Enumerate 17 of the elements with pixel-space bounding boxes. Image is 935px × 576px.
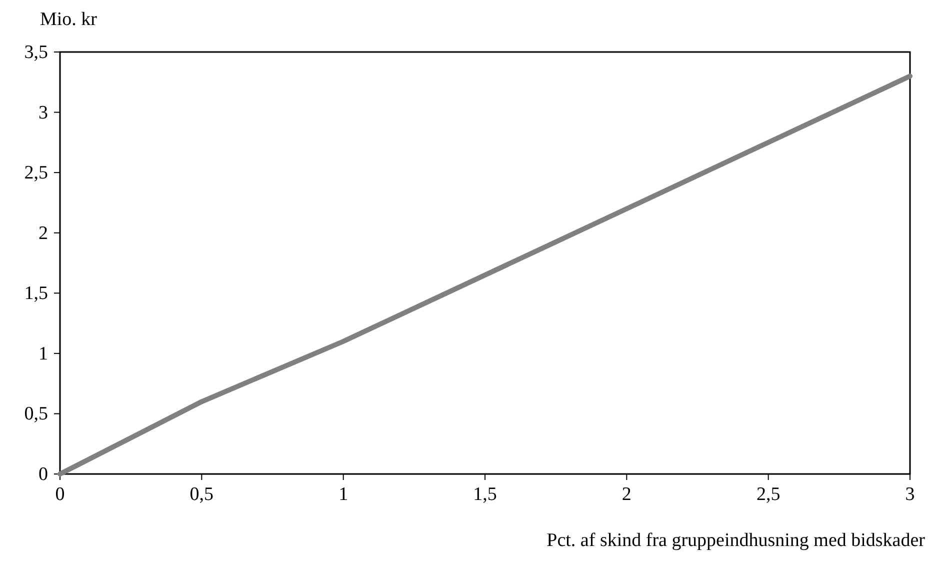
y-tick-label: 1 [38, 343, 48, 364]
x-tick-label: 1,5 [473, 484, 497, 505]
y-tick-label: 1,5 [24, 283, 48, 304]
y-tick-label: 3,5 [24, 42, 48, 63]
y-tick-label: 2,5 [24, 162, 48, 184]
x-axis-title: Pct. af skind fra gruppeindhusning med bidskader [546, 530, 926, 551]
y-tick-label: 2 [38, 222, 48, 244]
y-tick-label: 3 [38, 102, 48, 124]
x-tick-label: 0 [55, 484, 65, 505]
y-axis-title: Mio. kr [40, 9, 98, 30]
y-tick-label: 0,5 [24, 404, 48, 425]
x-tick-label: 0,5 [190, 484, 214, 505]
x-tick-label: 1 [338, 484, 348, 505]
x-tick-label: 3 [905, 484, 915, 505]
x-tick-label: 2 [622, 484, 632, 505]
x-tick-label: 2,5 [756, 484, 780, 505]
y-tick-label: 0 [38, 464, 48, 485]
